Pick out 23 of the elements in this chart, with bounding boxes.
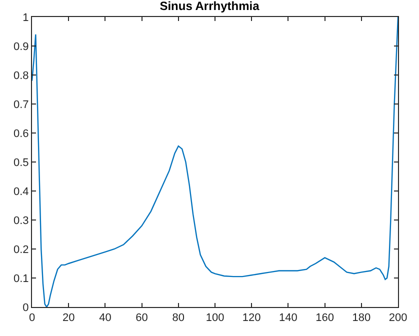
y-tick-label: 0.2 <box>14 244 29 256</box>
y-tick-label: 0.5 <box>14 156 29 169</box>
x-tick-label: 160 <box>316 312 334 324</box>
x-tick-label: 120 <box>242 312 261 324</box>
x-tick-label: 100 <box>206 312 224 324</box>
y-tick-label: 0.8 <box>14 70 29 82</box>
y-tick-label: 0.3 <box>14 214 29 227</box>
y-tick-label: 0.1 <box>14 272 29 285</box>
y-tick-label: 1 <box>22 12 29 24</box>
x-tick-label: 40 <box>99 312 112 324</box>
x-tick-label: 60 <box>136 312 148 324</box>
x-tick-label: 180 <box>352 312 371 324</box>
x-tick-label: 20 <box>62 312 75 324</box>
x-tick-label: 200 <box>388 312 408 324</box>
y-tick-label: 0 <box>22 302 29 314</box>
y-tick-label: 0.9 <box>14 40 29 53</box>
x-tick-label: 140 <box>279 312 298 324</box>
x-tick-label: 80 <box>172 312 185 324</box>
y-tick-label: 0.6 <box>14 128 29 140</box>
line-series <box>32 17 398 307</box>
y-tick-label: 0.4 <box>14 186 29 198</box>
chart-title: Sinus Arrhythmia <box>160 0 260 14</box>
y-tick-label: 0.7 <box>14 98 29 111</box>
